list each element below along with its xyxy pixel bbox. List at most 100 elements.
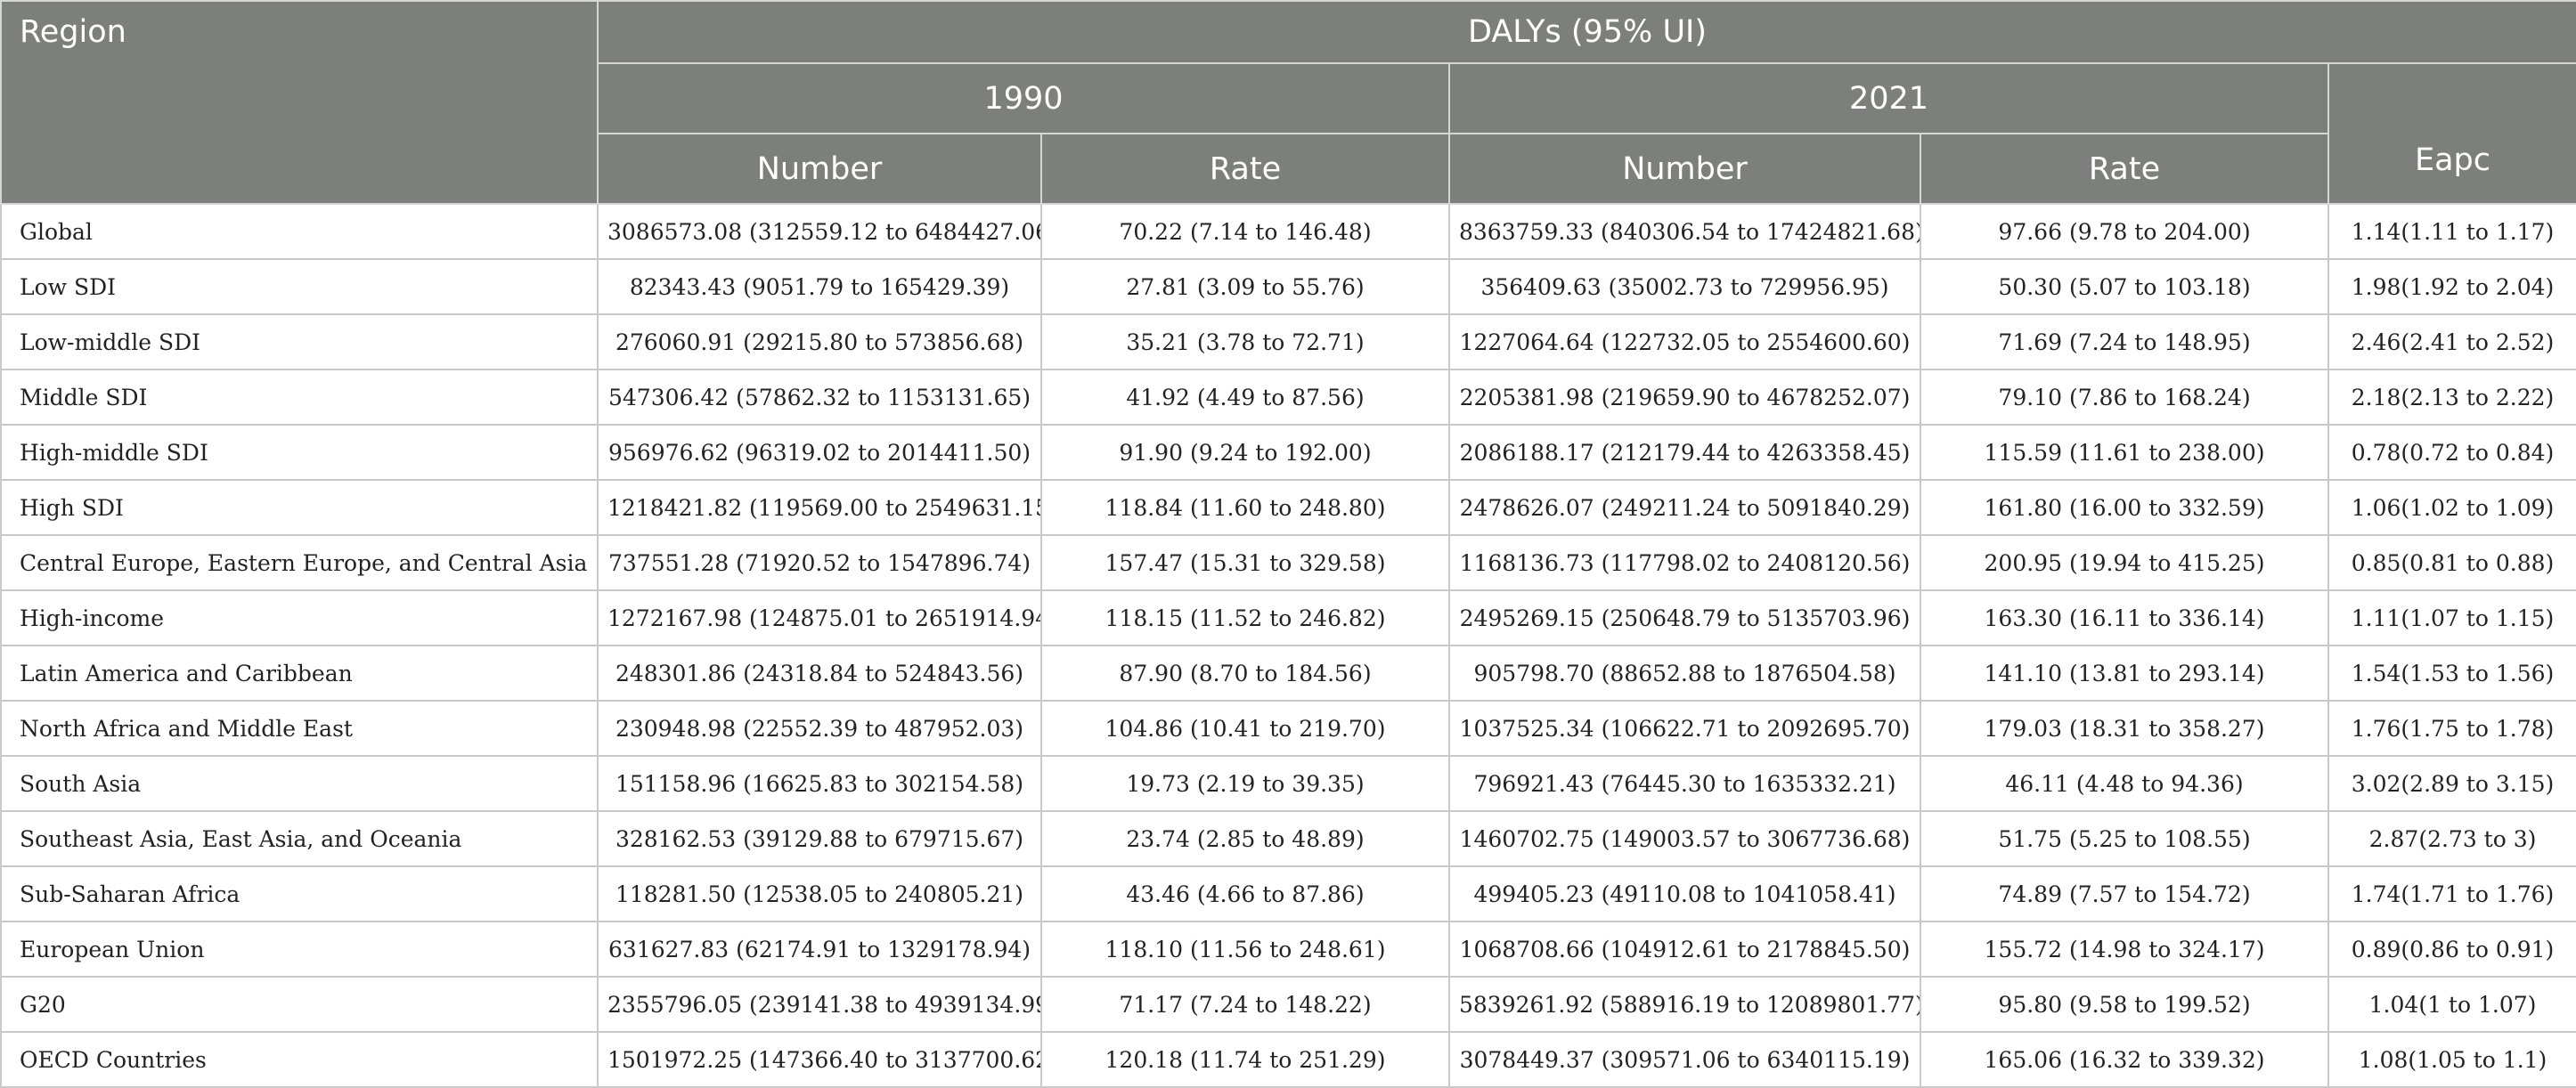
number-1990-cell: 230948.98 (22552.39 to 487952.03)	[597, 700, 1042, 757]
table-row: High-income 1272167.98 (124875.01 to 2651…	[0, 589, 2576, 646]
table-row: Central Europe, Eastern Europe, and Cent…	[0, 534, 2576, 591]
rate-1990-cell: 118.10 (11.56 to 248.61)	[1040, 921, 1450, 978]
number-2021-cell: 2205381.98 (219659.90 to 4678252.07)	[1448, 369, 1921, 426]
rate-1990-cell: 91.90 (9.24 to 192.00)	[1040, 424, 1450, 481]
number-1990-cell: 547306.42 (57862.32 to 1153131.65)	[597, 369, 1042, 426]
number-2021-cell: 1037525.34 (106622.71 to 2092695.70)	[1448, 700, 1921, 757]
number-1990-cell: 737551.28 (71920.52 to 1547896.74)	[597, 534, 1042, 591]
eapc-cell: 1.08(1.05 to 1.1)	[2327, 1031, 2576, 1088]
header-region: Region	[0, 0, 599, 205]
rate-1990-cell: 19.73 (2.19 to 39.35)	[1040, 755, 1450, 812]
header-rate-1990: Rate	[1040, 133, 1450, 205]
region-cell: High SDI	[0, 479, 599, 536]
region-cell: Low SDI	[0, 258, 599, 315]
number-2021-cell: 905798.70 (88652.88 to 1876504.58)	[1448, 645, 1921, 702]
region-cell: Southeast Asia, East Asia, and Oceania	[0, 810, 599, 867]
rate-2021-cell: 115.59 (11.61 to 238.00)	[1920, 424, 2329, 481]
region-cell: Middle SDI	[0, 369, 599, 426]
region-cell: Latin America and Caribbean	[0, 645, 599, 702]
number-1990-cell: 1272167.98 (124875.01 to 2651914.94)	[597, 589, 1042, 646]
header-dalys: DALYs (95% UI)	[596, 0, 2576, 64]
rate-1990-cell: 41.92 (4.49 to 87.56)	[1040, 369, 1450, 426]
eapc-cell: 1.14(1.11 to 1.17)	[2327, 203, 2576, 260]
header-number-1990: Number	[597, 133, 1042, 205]
region-cell: OECD Countries	[0, 1031, 599, 1088]
rate-2021-cell: 46.11 (4.48 to 94.36)	[1920, 755, 2329, 812]
number-2021-cell: 1460702.75 (149003.57 to 3067736.68)	[1448, 810, 1921, 867]
eapc-cell: 1.11(1.07 to 1.15)	[2327, 589, 2576, 646]
number-1990-cell: 3086573.08 (312559.12 to 6484427.06)	[597, 203, 1042, 260]
table-row: Global 3086573.08 (312559.12 to 6484427.0…	[0, 203, 2576, 260]
number-2021-cell: 1168136.73 (117798.02 to 2408120.56)	[1448, 534, 1921, 591]
region-cell: Sub-Saharan Africa	[0, 865, 599, 922]
rate-1990-cell: 71.17 (7.24 to 148.22)	[1040, 976, 1450, 1033]
number-2021-cell: 1227064.64 (122732.05 to 2554600.60)	[1448, 313, 1921, 370]
table-row: South Asia 151158.96 (16625.83 to 302154.…	[0, 755, 2576, 812]
header-number-2021: Number	[1448, 133, 1921, 205]
eapc-cell: 2.46(2.41 to 2.52)	[2327, 313, 2576, 370]
rate-1990-cell: 118.15 (11.52 to 246.82)	[1040, 589, 1450, 646]
table-row: North Africa and Middle East 230948.98 (2…	[0, 700, 2576, 757]
eapc-cell: 3.02(2.89 to 3.15)	[2327, 755, 2576, 812]
rate-2021-cell: 79.10 (7.86 to 168.24)	[1920, 369, 2329, 426]
table-row: High SDI 1218421.82 (119569.00 to 2549631…	[0, 479, 2576, 536]
region-cell: G20	[0, 976, 599, 1033]
rate-1990-cell: 118.84 (11.60 to 248.80)	[1040, 479, 1450, 536]
table-row: G20 2355796.05 (239141.38 to 4939134.99) 7…	[0, 976, 2576, 1033]
rate-1990-cell: 157.47 (15.31 to 329.58)	[1040, 534, 1450, 591]
rate-2021-cell: 200.95 (19.94 to 415.25)	[1920, 534, 2329, 591]
number-2021-cell: 2086188.17 (212179.44 to 4263358.45)	[1448, 424, 1921, 481]
rate-1990-cell: 87.90 (8.70 to 184.56)	[1040, 645, 1450, 702]
table-row: OECD Countries 1501972.25 (147366.40 to 3…	[0, 1031, 2576, 1088]
number-2021-cell: 499405.23 (49110.08 to 1041058.41)	[1448, 865, 1921, 922]
eapc-cell: 1.54(1.53 to 1.56)	[2327, 645, 2576, 702]
table-row: Low SDI 82343.43 (9051.79 to 165429.39) 27…	[0, 258, 2576, 315]
number-1990-cell: 2355796.05 (239141.38 to 4939134.99)	[597, 976, 1042, 1033]
number-2021-cell: 356409.63 (35002.73 to 729956.95)	[1448, 258, 1921, 315]
rate-2021-cell: 165.06 (16.32 to 339.32)	[1920, 1031, 2329, 1088]
header-eapc: Eapc	[2327, 62, 2576, 205]
rate-1990-cell: 35.21 (3.78 to 72.71)	[1040, 313, 1450, 370]
region-cell: High-middle SDI	[0, 424, 599, 481]
region-cell: South Asia	[0, 755, 599, 812]
eapc-cell: 1.74(1.71 to 1.76)	[2327, 865, 2576, 922]
header-year-1990: 1990	[597, 62, 1450, 134]
rate-2021-cell: 155.72 (14.98 to 324.17)	[1920, 921, 2329, 978]
number-2021-cell: 796921.43 (76445.30 to 1635332.21)	[1448, 755, 1921, 812]
table-body: Global 3086573.08 (312559.12 to 6484427.0…	[0, 203, 2576, 1088]
number-1990-cell: 1501972.25 (147366.40 to 3137700.62)	[597, 1031, 1042, 1088]
table-row: Low-middle SDI 276060.91 (29215.80 to 573…	[0, 313, 2576, 370]
rate-1990-cell: 70.22 (7.14 to 146.48)	[1040, 203, 1450, 260]
rate-2021-cell: 74.89 (7.57 to 154.72)	[1920, 865, 2329, 922]
table-header: Region DALYs (95% UI) 1990 2021 Eapc Num…	[0, 0, 2576, 205]
rate-1990-cell: 27.81 (3.09 to 55.76)	[1040, 258, 1450, 315]
header-year-2021: 2021	[1448, 62, 2329, 134]
region-cell: Central Europe, Eastern Europe, and Cent…	[0, 534, 599, 591]
region-cell: North Africa and Middle East	[0, 700, 599, 757]
rate-1990-cell: 120.18 (11.74 to 251.29)	[1040, 1031, 1450, 1088]
rate-1990-cell: 43.46 (4.66 to 87.86)	[1040, 865, 1450, 922]
eapc-cell: 1.06(1.02 to 1.09)	[2327, 479, 2576, 536]
number-1990-cell: 276060.91 (29215.80 to 573856.68)	[597, 313, 1042, 370]
rate-1990-cell: 23.74 (2.85 to 48.89)	[1040, 810, 1450, 867]
region-cell: Low-middle SDI	[0, 313, 599, 370]
table-row: Middle SDI 547306.42 (57862.32 to 1153131…	[0, 369, 2576, 426]
rate-2021-cell: 179.03 (18.31 to 358.27)	[1920, 700, 2329, 757]
header-rate-2021: Rate	[1920, 133, 2329, 205]
eapc-cell: 1.76(1.75 to 1.78)	[2327, 700, 2576, 757]
rate-2021-cell: 141.10 (13.81 to 293.14)	[1920, 645, 2329, 702]
table-row: European Union 631627.83 (62174.91 to 132…	[0, 921, 2576, 978]
number-1990-cell: 956976.62 (96319.02 to 2014411.50)	[597, 424, 1042, 481]
number-1990-cell: 82343.43 (9051.79 to 165429.39)	[597, 258, 1042, 315]
eapc-cell: 0.89(0.86 to 0.91)	[2327, 921, 2576, 978]
number-2021-cell: 3078449.37 (309571.06 to 6340115.19)	[1448, 1031, 1921, 1088]
rate-2021-cell: 50.30 (5.07 to 103.18)	[1920, 258, 2329, 315]
eapc-cell: 0.78(0.72 to 0.84)	[2327, 424, 2576, 481]
number-1990-cell: 151158.96 (16625.83 to 302154.58)	[597, 755, 1042, 812]
number-2021-cell: 2478626.07 (249211.24 to 5091840.29)	[1448, 479, 1921, 536]
number-2021-cell: 2495269.15 (250648.79 to 5135703.96)	[1448, 589, 1921, 646]
number-1990-cell: 118281.50 (12538.05 to 240805.21)	[597, 865, 1042, 922]
eapc-cell: 2.87(2.73 to 3)	[2327, 810, 2576, 867]
rate-1990-cell: 104.86 (10.41 to 219.70)	[1040, 700, 1450, 757]
region-cell: High-income	[0, 589, 599, 646]
